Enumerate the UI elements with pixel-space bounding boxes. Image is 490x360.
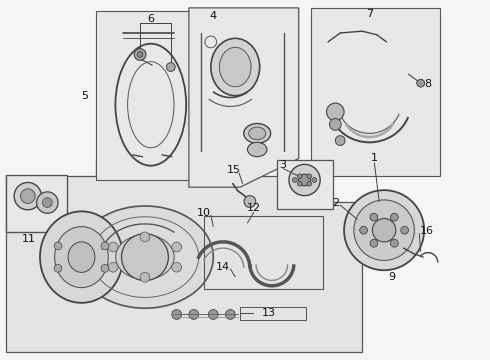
Circle shape [370,239,378,247]
Ellipse shape [247,142,267,157]
Ellipse shape [244,123,270,143]
Text: 6: 6 [147,14,154,24]
Text: 10: 10 [196,208,211,218]
Circle shape [244,195,256,207]
Circle shape [54,242,62,250]
Circle shape [335,136,345,145]
Circle shape [37,192,58,213]
Text: 15: 15 [227,165,241,175]
Circle shape [172,310,182,319]
Text: 5: 5 [81,91,88,101]
Circle shape [326,103,344,121]
Circle shape [312,177,317,183]
Circle shape [172,262,181,272]
Circle shape [108,262,118,272]
Text: 13: 13 [262,309,275,318]
Circle shape [372,219,396,242]
Circle shape [101,264,109,272]
Circle shape [140,273,150,282]
Circle shape [370,213,378,221]
Circle shape [360,226,368,234]
Circle shape [307,181,312,186]
Ellipse shape [211,39,260,96]
Circle shape [401,226,409,234]
Circle shape [172,242,181,252]
Circle shape [344,190,424,270]
Text: 12: 12 [247,203,261,213]
Text: 9: 9 [388,272,395,282]
Ellipse shape [220,47,251,87]
Circle shape [14,183,42,210]
Circle shape [417,79,425,87]
Circle shape [54,264,62,272]
Polygon shape [6,158,362,352]
Ellipse shape [76,206,213,308]
Circle shape [108,242,118,252]
Text: 3: 3 [280,160,287,170]
Text: 14: 14 [216,262,230,272]
Circle shape [225,310,235,319]
Circle shape [122,234,169,280]
Circle shape [293,177,297,183]
Ellipse shape [68,242,95,273]
Circle shape [289,165,320,195]
Ellipse shape [248,127,266,140]
Circle shape [299,174,310,186]
Circle shape [297,174,302,179]
Circle shape [140,232,150,242]
Circle shape [134,49,146,60]
Circle shape [43,198,52,207]
Ellipse shape [116,235,174,279]
Ellipse shape [40,211,123,303]
Circle shape [329,118,341,130]
Text: 2: 2 [332,198,339,208]
Text: 1: 1 [371,153,378,163]
Circle shape [21,189,35,203]
Circle shape [189,310,198,319]
Circle shape [307,174,312,179]
Bar [277,160,333,209]
Text: 16: 16 [419,226,434,236]
Circle shape [167,63,175,71]
Text: 4: 4 [210,11,217,21]
Circle shape [391,239,398,247]
Circle shape [391,213,398,221]
Text: 7: 7 [366,9,373,19]
Polygon shape [189,8,299,187]
Circle shape [354,200,415,261]
Bar [311,8,440,176]
Bar [96,12,206,180]
Circle shape [297,181,302,186]
Circle shape [208,310,218,319]
Circle shape [137,51,143,57]
Text: 11: 11 [22,234,36,244]
Text: 8: 8 [424,79,432,89]
Ellipse shape [55,226,108,288]
Bar [6,175,67,232]
Circle shape [101,242,109,250]
